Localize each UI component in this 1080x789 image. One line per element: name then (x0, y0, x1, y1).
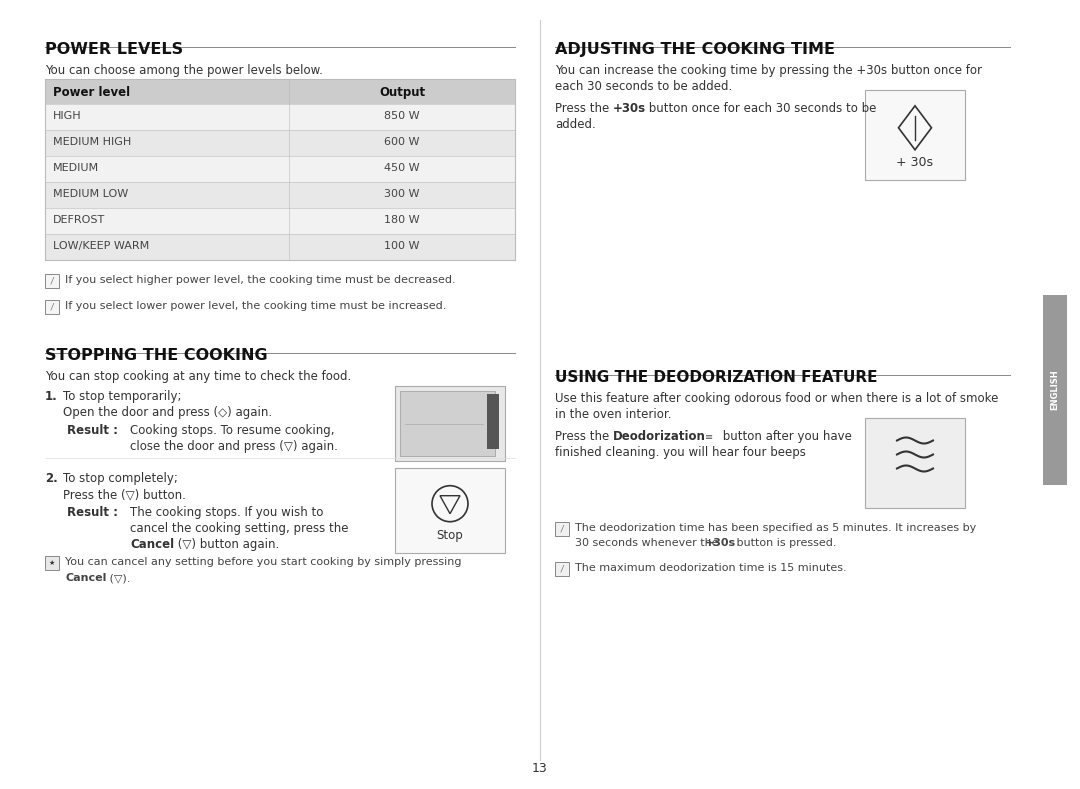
Text: 13: 13 (532, 762, 548, 775)
Bar (45, 208, 515, 234)
Text: 30 seconds whenever the: 30 seconds whenever the (575, 538, 723, 548)
Text: button after you have: button after you have (719, 430, 852, 443)
Bar (487, 394, 499, 449)
Text: /: / (561, 564, 564, 574)
Bar (45, 300, 59, 314)
Text: 300 W: 300 W (384, 189, 420, 199)
Text: /: / (51, 276, 53, 286)
Text: Cooking stops. To resume cooking,: Cooking stops. To resume cooking, (130, 424, 335, 437)
Text: To stop temporarily;: To stop temporarily; (63, 390, 181, 403)
Bar (555, 562, 569, 576)
Text: Press the: Press the (555, 430, 613, 443)
Text: close the door and press (▽) again.: close the door and press (▽) again. (130, 440, 338, 453)
Text: Cancel: Cancel (65, 573, 106, 583)
Text: ≡: ≡ (705, 432, 713, 442)
Text: 1.: 1. (45, 390, 57, 403)
Text: Result :: Result : (67, 424, 118, 437)
Bar (865, 90, 966, 180)
Text: MEDIUM HIGH: MEDIUM HIGH (53, 137, 132, 147)
Text: 180 W: 180 W (384, 215, 420, 225)
Text: LOW/KEEP WARM: LOW/KEEP WARM (53, 241, 149, 251)
Bar (45, 79, 515, 104)
Bar (45, 130, 515, 156)
Text: 2.: 2. (45, 472, 57, 485)
Text: 450 W: 450 W (384, 163, 420, 173)
Text: USING THE DEODORIZATION FEATURE: USING THE DEODORIZATION FEATURE (555, 370, 877, 385)
Text: + 30s: + 30s (896, 155, 933, 169)
Text: MEDIUM: MEDIUM (53, 163, 99, 173)
Bar (45, 274, 59, 288)
Text: Deodorization: Deodorization (613, 430, 706, 443)
Text: You can choose among the power levels below.: You can choose among the power levels be… (45, 64, 323, 77)
Text: To stop completely;: To stop completely; (63, 472, 178, 485)
Text: The deodorization time has been specified as 5 minutes. It increases by: The deodorization time has been specifie… (575, 523, 976, 533)
Text: The cooking stops. If you wish to: The cooking stops. If you wish to (130, 506, 323, 519)
Text: 850 W: 850 W (384, 111, 420, 121)
Text: You can increase the cooking time by pressing the +30s button once for: You can increase the cooking time by pre… (555, 64, 982, 77)
Text: If you select lower power level, the cooking time must be increased.: If you select lower power level, the coo… (65, 301, 446, 311)
Text: +30s: +30s (705, 538, 737, 548)
Text: POWER LEVELS: POWER LEVELS (45, 42, 184, 57)
Text: Press the: Press the (555, 102, 613, 115)
Text: MEDIUM LOW: MEDIUM LOW (53, 189, 129, 199)
Text: You can stop cooking at any time to check the food.: You can stop cooking at any time to chec… (45, 370, 351, 383)
Text: finished cleaning. you will hear four beeps: finished cleaning. you will hear four be… (555, 446, 806, 459)
Text: in the oven interior.: in the oven interior. (555, 408, 672, 421)
Text: /: / (51, 302, 53, 312)
Text: 100 W: 100 W (384, 241, 420, 251)
Bar (45, 182, 515, 208)
Text: Use this feature after cooking odorous food or when there is a lot of smoke: Use this feature after cooking odorous f… (555, 392, 998, 405)
Bar (45, 156, 515, 182)
Bar (865, 418, 966, 508)
Text: Press the (▽) button.: Press the (▽) button. (63, 488, 186, 501)
Text: cancel the cooking setting, press the: cancel the cooking setting, press the (130, 522, 349, 535)
Text: added.: added. (555, 118, 596, 131)
Text: If you select higher power level, the cooking time must be decreased.: If you select higher power level, the co… (65, 275, 456, 285)
Text: Cancel: Cancel (130, 538, 174, 551)
Text: ADJUSTING THE COOKING TIME: ADJUSTING THE COOKING TIME (555, 42, 835, 57)
Text: ENGLISH: ENGLISH (1051, 370, 1059, 410)
Text: Stop: Stop (436, 529, 463, 542)
Bar (45, 104, 515, 130)
Text: HIGH: HIGH (53, 111, 82, 121)
Bar (395, 386, 505, 461)
Bar (555, 522, 569, 536)
Text: button once for each 30 seconds to be: button once for each 30 seconds to be (645, 102, 876, 115)
Bar (45, 234, 515, 260)
Text: Power level: Power level (53, 86, 130, 99)
Text: (▽) button again.: (▽) button again. (174, 538, 280, 551)
Text: STOPPING THE COOKING: STOPPING THE COOKING (45, 348, 268, 363)
Text: button is pressed.: button is pressed. (733, 538, 837, 548)
Text: each 30 seconds to be added.: each 30 seconds to be added. (555, 80, 732, 93)
Text: Open the door and press (◇) again.: Open the door and press (◇) again. (63, 406, 272, 419)
Bar (400, 391, 495, 456)
Text: You can cancel any setting before you start cooking by simply pressing: You can cancel any setting before you st… (65, 557, 461, 567)
Bar (45, 556, 59, 570)
Text: DEFROST: DEFROST (53, 215, 105, 225)
Text: The maximum deodorization time is 15 minutes.: The maximum deodorization time is 15 min… (575, 563, 847, 573)
Text: Result :: Result : (67, 506, 118, 519)
Text: 600 W: 600 W (384, 137, 420, 147)
Text: Output: Output (379, 86, 426, 99)
Text: ★: ★ (49, 560, 55, 566)
Text: +30s: +30s (613, 102, 646, 115)
Bar (1043, 295, 1067, 485)
Text: /: / (561, 525, 564, 533)
Bar (395, 468, 505, 553)
Text: (▽).: (▽). (106, 573, 131, 583)
